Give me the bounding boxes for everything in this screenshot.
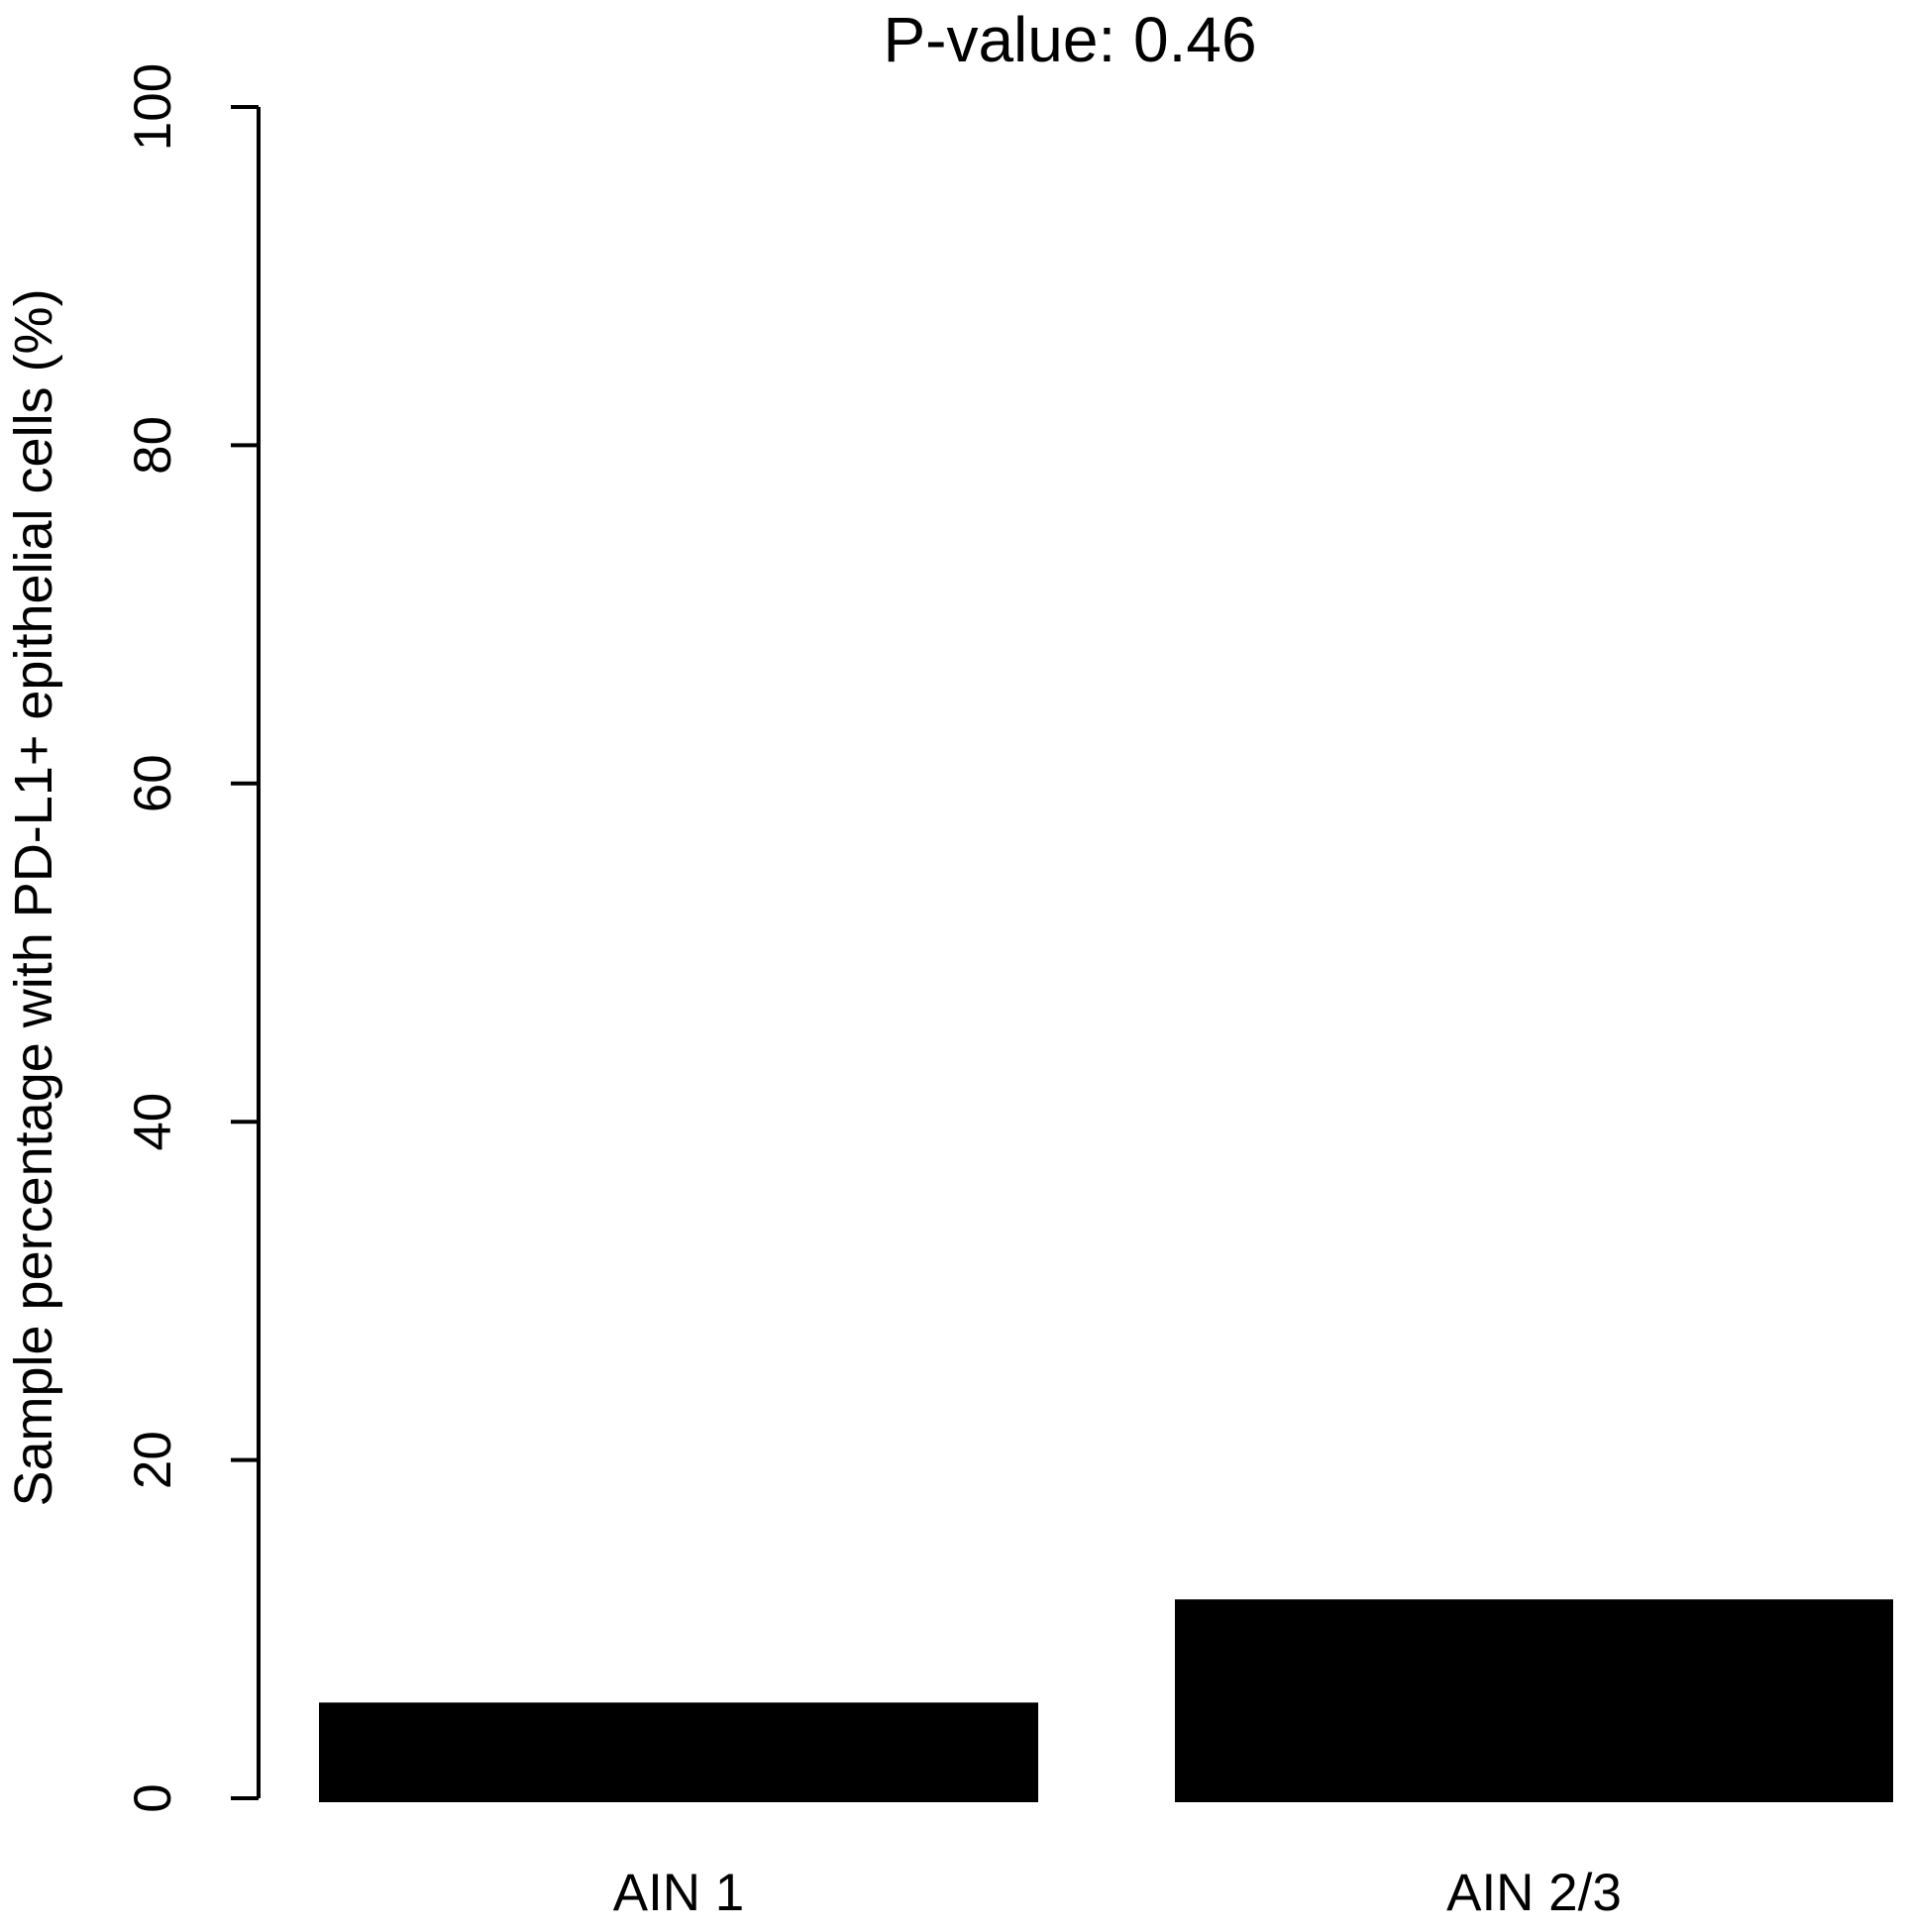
bar <box>1175 1599 1893 1802</box>
x-category-labels: AIN 1 AIN 2/3 <box>613 1864 1622 1922</box>
y-tick-label: 20 <box>124 1431 182 1489</box>
y-axis-label: Sample percentage with PD-L1+ epithelial… <box>4 288 63 1506</box>
y-tick-label: 60 <box>124 754 182 812</box>
chart-title: P-value: 0.46 <box>883 4 1256 75</box>
x-category-label: AIN 1 <box>613 1864 745 1922</box>
x-category-label: AIN 2/3 <box>1446 1864 1622 1922</box>
bar-series <box>319 1599 1893 1802</box>
y-tick-label: 0 <box>124 1783 182 1812</box>
y-tick-label: 100 <box>124 63 182 151</box>
bar <box>319 1702 1038 1802</box>
y-axis: 0 20 40 60 80 100 <box>124 63 261 1813</box>
y-tick-label: 80 <box>124 416 182 475</box>
y-tick-label: 40 <box>124 1093 182 1151</box>
